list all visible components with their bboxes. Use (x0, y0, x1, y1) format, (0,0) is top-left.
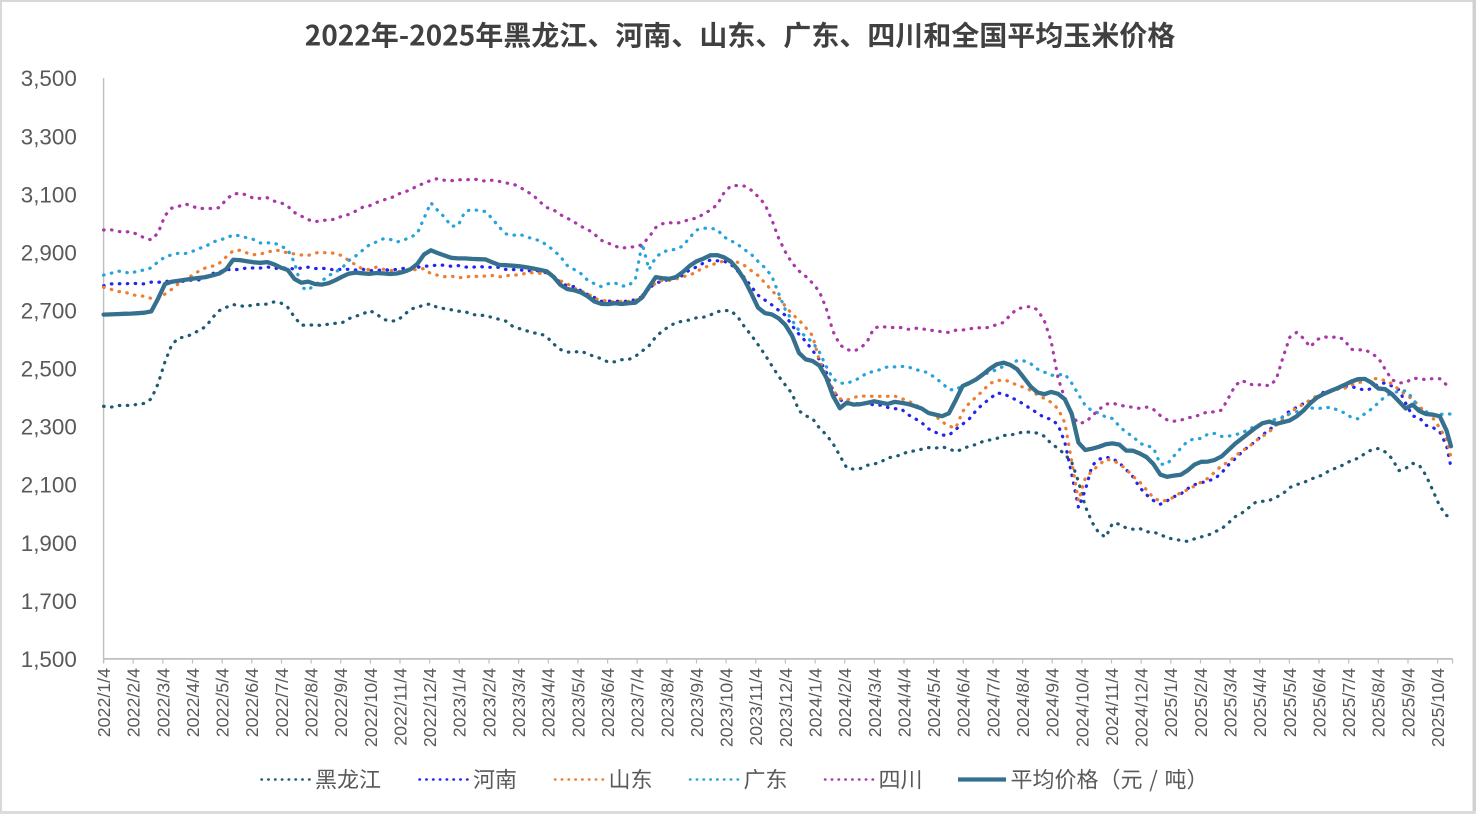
svg-text:2022/7/4: 2022/7/4 (272, 668, 292, 737)
svg-text:2022/10/4: 2022/10/4 (361, 668, 381, 747)
svg-text:2024/3/4: 2024/3/4 (865, 668, 885, 737)
svg-text:3,500: 3,500 (21, 66, 77, 91)
svg-text:2023/9/4: 2023/9/4 (687, 668, 707, 737)
svg-text:2023/7/4: 2023/7/4 (628, 668, 648, 737)
svg-text:2024/10/4: 2024/10/4 (1072, 668, 1092, 747)
svg-text:2023/11/4: 2023/11/4 (746, 668, 766, 746)
svg-text:2022/1/4: 2022/1/4 (94, 668, 114, 737)
svg-text:2025/5/4: 2025/5/4 (1280, 668, 1300, 737)
svg-text:2024/1/4: 2024/1/4 (806, 668, 826, 737)
svg-text:2,700: 2,700 (21, 299, 77, 324)
svg-text:2023/2/4: 2023/2/4 (479, 668, 499, 737)
svg-text:2022/4/4: 2022/4/4 (183, 668, 203, 737)
svg-text:2024/4/4: 2024/4/4 (894, 668, 914, 737)
svg-text:1,700: 1,700 (21, 589, 77, 614)
svg-text:2025/6/4: 2025/6/4 (1309, 668, 1329, 737)
svg-text:2023/1/4: 2023/1/4 (450, 668, 470, 737)
svg-text:2022/5/4: 2022/5/4 (213, 668, 233, 737)
svg-text:1,500: 1,500 (21, 647, 77, 672)
svg-text:1,900: 1,900 (21, 531, 77, 556)
svg-text:2025/8/4: 2025/8/4 (1369, 668, 1389, 737)
svg-text:3,100: 3,100 (21, 182, 77, 207)
svg-text:3,300: 3,300 (21, 124, 77, 149)
svg-text:2023/6/4: 2023/6/4 (598, 668, 618, 737)
svg-text:2023/3/4: 2023/3/4 (509, 668, 529, 737)
svg-text:2025/10/4: 2025/10/4 (1428, 668, 1448, 747)
svg-text:2025/7/4: 2025/7/4 (1339, 668, 1359, 737)
svg-text:2,300: 2,300 (21, 415, 77, 440)
svg-text:2025/2/4: 2025/2/4 (1191, 668, 1211, 737)
svg-text:2024/2/4: 2024/2/4 (835, 668, 855, 737)
svg-text:2022/8/4: 2022/8/4 (302, 668, 322, 737)
svg-text:2025/3/4: 2025/3/4 (1221, 668, 1241, 737)
svg-text:2025/4/4: 2025/4/4 (1250, 668, 1270, 737)
svg-text:2022/3/4: 2022/3/4 (153, 668, 173, 737)
svg-text:2,900: 2,900 (21, 240, 77, 265)
svg-text:2022/12/4: 2022/12/4 (420, 668, 440, 747)
svg-text:2023/10/4: 2023/10/4 (717, 668, 737, 747)
svg-text:2025/1/4: 2025/1/4 (1161, 668, 1181, 737)
svg-text:2022/9/4: 2022/9/4 (331, 668, 351, 737)
svg-text:2025/9/4: 2025/9/4 (1398, 668, 1418, 737)
svg-text:2022/6/4: 2022/6/4 (242, 668, 262, 737)
svg-text:2024/11/4: 2024/11/4 (1102, 668, 1122, 746)
svg-text:2024/6/4: 2024/6/4 (954, 668, 974, 737)
svg-text:2,100: 2,100 (21, 473, 77, 498)
svg-text:2024/9/4: 2024/9/4 (1043, 668, 1063, 737)
svg-text:2023/8/4: 2023/8/4 (657, 668, 677, 737)
svg-text:2024/8/4: 2024/8/4 (1013, 668, 1033, 737)
svg-text:2023/4/4: 2023/4/4 (539, 668, 559, 737)
svg-text:2024/7/4: 2024/7/4 (983, 668, 1003, 737)
svg-text:2022/11/4: 2022/11/4 (390, 668, 410, 746)
svg-text:2024/12/4: 2024/12/4 (1132, 668, 1152, 747)
svg-text:2022/2/4: 2022/2/4 (124, 668, 144, 737)
svg-text:2023/5/4: 2023/5/4 (568, 668, 588, 737)
svg-text:2023/12/4: 2023/12/4 (776, 668, 796, 747)
svg-text:2024/5/4: 2024/5/4 (924, 668, 944, 737)
svg-text:2,500: 2,500 (21, 357, 77, 382)
